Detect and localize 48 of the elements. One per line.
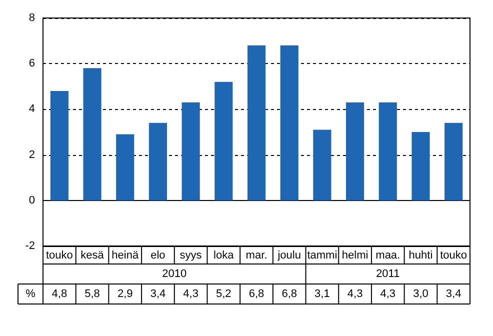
data-label: 6,8 xyxy=(282,288,297,300)
data-label: 3,0 xyxy=(413,288,428,300)
x-tick-label: loka xyxy=(214,250,235,262)
data-label: 3,4 xyxy=(446,288,462,300)
y-tick-label: 4 xyxy=(28,103,35,116)
x-tick-label: touko xyxy=(46,250,73,262)
data-label: 3,4 xyxy=(150,288,166,300)
data-label: 5,2 xyxy=(216,288,232,300)
x-tick-label: kesä xyxy=(80,250,105,262)
bar xyxy=(116,134,134,200)
text: % xyxy=(26,288,36,300)
y-tick-label: 6 xyxy=(28,58,35,70)
bar xyxy=(182,102,200,200)
bar xyxy=(148,122,167,200)
x-tick-label: maa. xyxy=(376,250,400,262)
data-label: 2,9 xyxy=(117,288,133,300)
x-tick-label: syys xyxy=(180,250,202,262)
text: 2010 xyxy=(162,268,187,280)
x-tick-label: heinä xyxy=(112,250,140,262)
x-tick-label: helmi xyxy=(342,250,368,262)
x-tick-label: touko xyxy=(440,250,468,262)
bar xyxy=(378,102,397,200)
x-tick-label: mar. xyxy=(246,250,268,262)
bar xyxy=(214,82,233,200)
bar xyxy=(346,102,364,200)
y-tick-label: 2 xyxy=(28,148,35,161)
y-tick-label: 8 xyxy=(28,12,35,24)
data-label: 4,3 xyxy=(183,288,198,300)
data-label: 4,3 xyxy=(380,288,396,300)
bar xyxy=(50,90,68,200)
y-tick-label: -2 xyxy=(25,240,35,252)
x-tick-label: joulu xyxy=(276,250,301,262)
data-label: 5,8 xyxy=(84,288,100,300)
data-label: 3,1 xyxy=(314,288,330,300)
data-label: 4,3 xyxy=(347,288,363,300)
bar xyxy=(83,68,102,200)
bar xyxy=(280,45,298,200)
bar xyxy=(247,45,266,200)
bar xyxy=(313,130,332,200)
x-tick-label: elo xyxy=(150,250,166,262)
data-label: 4,8 xyxy=(52,288,68,300)
x-tick-label: huhti xyxy=(408,250,433,262)
y-tick-label: 0 xyxy=(28,194,35,206)
text: 2011 xyxy=(376,268,400,280)
bar xyxy=(444,122,463,200)
bar xyxy=(412,132,430,200)
data-label: 6,8 xyxy=(248,288,264,300)
x-tick-label: tammi xyxy=(307,250,338,262)
